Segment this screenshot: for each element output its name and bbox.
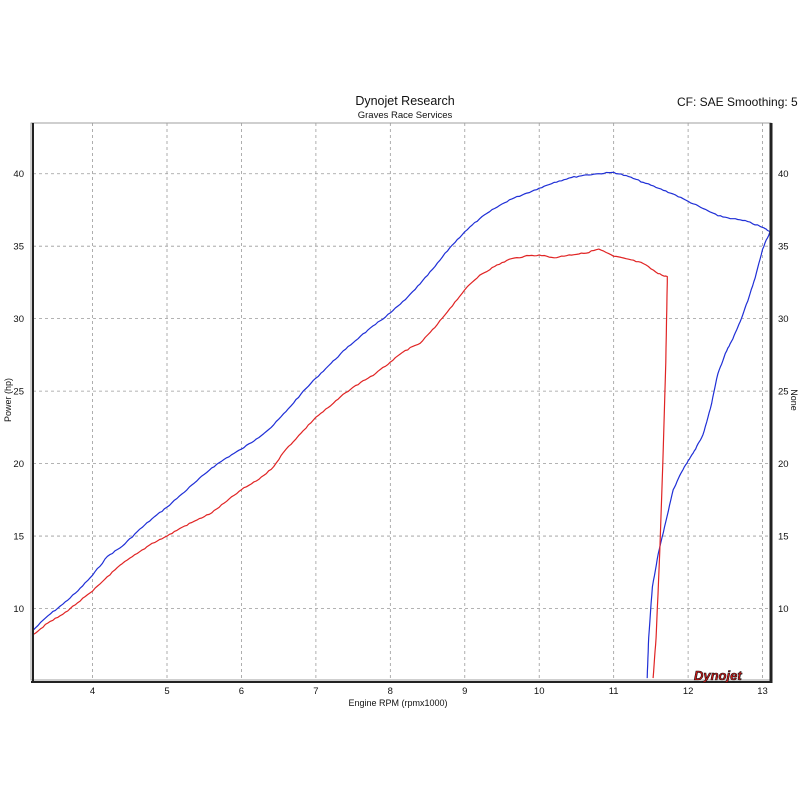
chart-subtitle: Graves Race Services <box>358 110 453 121</box>
x-tick-label: 9 <box>462 686 467 697</box>
dynojet-logo-text: Dynojet <box>694 668 742 683</box>
series-group <box>32 171 771 679</box>
y-tick-label-left: 35 <box>13 242 24 253</box>
y-tick-label-right: 25 <box>778 387 789 398</box>
y-axis-label-right: None <box>789 389 799 411</box>
x-tick-label: 10 <box>534 686 545 697</box>
correction-smoothing-info: CF: SAE Smoothing: 5 <box>677 95 798 109</box>
y-tick-label-right: 20 <box>778 459 789 470</box>
x-tick-label: 7 <box>313 686 318 697</box>
x-tick-label: 4 <box>90 686 95 697</box>
series-line-1 <box>32 171 771 631</box>
x-tick-label: 12 <box>683 686 694 697</box>
y-tick-label-left: 15 <box>13 532 24 543</box>
y-tick-label-right: 15 <box>778 532 789 543</box>
series-line-2 <box>646 231 771 679</box>
plot-background <box>30 122 772 681</box>
x-tick-label: 6 <box>239 686 244 697</box>
y-axis-label-left: Power (hp) <box>3 378 13 422</box>
y-tick-label-right: 35 <box>778 242 789 253</box>
series-line-3 <box>32 248 668 679</box>
grid <box>33 123 770 681</box>
y-tick-label-left: 10 <box>13 604 24 615</box>
y-tick-label-left: 20 <box>13 459 24 470</box>
y-tick-label-left: 30 <box>13 314 24 325</box>
x-tick-label: 13 <box>757 686 768 697</box>
x-tick-label: 11 <box>609 686 619 697</box>
y-tick-label-right: 10 <box>778 604 789 615</box>
y-tick-label-right: 40 <box>778 169 789 180</box>
y-tick-label-right: 30 <box>778 314 789 325</box>
chart-title: Dynojet Research <box>355 94 454 108</box>
tick-labels: 4 5 6 7 8 9 10 11 12 13 10 10 15 15 20 20 25 25 30 30 35 35 40… <box>13 169 788 697</box>
x-axis-label: Engine RPM (rpmx1000) <box>348 698 447 708</box>
x-tick-label: 5 <box>164 686 169 697</box>
dynojet-logo: Dynojet <box>694 668 743 684</box>
y-tick-label-left: 40 <box>13 169 24 180</box>
y-tick-label-left: 25 <box>13 387 24 398</box>
x-tick-label: 8 <box>388 686 393 697</box>
